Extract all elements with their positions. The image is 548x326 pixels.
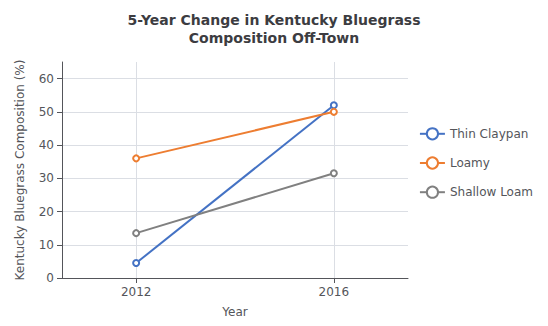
svg-text:50: 50	[39, 105, 54, 119]
svg-text:2012: 2012	[121, 285, 152, 299]
svg-text:20: 20	[39, 205, 54, 219]
svg-text:Shallow Loam: Shallow Loam	[450, 185, 533, 199]
svg-text:40: 40	[39, 138, 54, 152]
svg-text:Loamy: Loamy	[450, 156, 490, 170]
svg-text:30: 30	[39, 171, 54, 185]
svg-text:60: 60	[39, 72, 54, 86]
svg-text:0: 0	[46, 271, 54, 285]
svg-text:Thin Claypan: Thin Claypan	[449, 127, 528, 141]
svg-text:5-Year Change in Kentucky Blue: 5-Year Change in Kentucky Bluegrass	[127, 12, 420, 28]
svg-text:Year: Year	[221, 305, 247, 319]
svg-text:10: 10	[39, 238, 54, 252]
svg-text:2016: 2016	[319, 285, 350, 299]
svg-text:Kentucky Bluegrass Composition: Kentucky Bluegrass Composition (%)	[13, 60, 27, 281]
svg-text:Composition Off-Town: Composition Off-Town	[189, 30, 359, 46]
